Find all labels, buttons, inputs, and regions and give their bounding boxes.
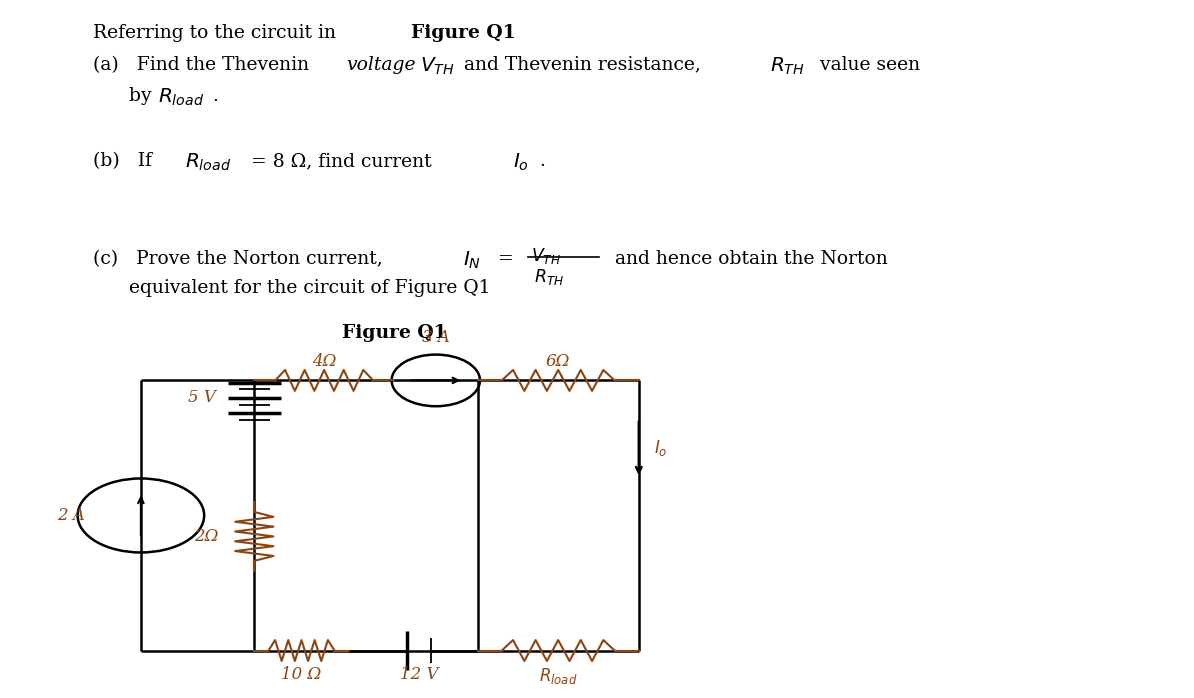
Text: $R_{TH}$: $R_{TH}$ — [534, 267, 564, 288]
Text: and Thevenin resistance,: and Thevenin resistance, — [458, 56, 707, 74]
Text: $R_{load}$: $R_{load}$ — [538, 666, 578, 686]
Text: .: . — [540, 152, 546, 170]
Text: value seen: value seen — [814, 56, 921, 74]
Text: by: by — [129, 87, 158, 105]
Text: (a)   Find the Thevenin: (a) Find the Thevenin — [93, 56, 315, 74]
Text: Referring to the circuit in: Referring to the circuit in — [93, 24, 343, 43]
Text: 6Ω: 6Ω — [546, 353, 571, 370]
Text: $R_{load}$: $R_{load}$ — [185, 152, 232, 174]
Text: $R_{load}$: $R_{load}$ — [158, 87, 204, 108]
Text: =: = — [492, 250, 519, 268]
Text: $I_o$: $I_o$ — [654, 438, 667, 459]
Text: = 8 Ω, find current: = 8 Ω, find current — [245, 152, 437, 170]
Text: equivalent for the circuit of Figure Q1: equivalent for the circuit of Figure Q1 — [129, 279, 491, 297]
Text: and hence obtain the Norton: and hence obtain the Norton — [609, 250, 887, 268]
Text: Figure Q1: Figure Q1 — [341, 324, 447, 342]
Text: 2Ω: 2Ω — [195, 528, 219, 545]
Text: $R_{TH}$: $R_{TH}$ — [770, 56, 805, 77]
Text: 10 Ω: 10 Ω — [282, 666, 321, 683]
Text: (c)   Prove the Norton current,: (c) Prove the Norton current, — [93, 250, 395, 268]
Text: voltage: voltage — [346, 56, 416, 74]
Text: (b)   If: (b) If — [93, 152, 158, 170]
Text: 5 V: 5 V — [189, 389, 216, 406]
Text: 3 A: 3 A — [421, 329, 450, 346]
Text: $V_{TH}$: $V_{TH}$ — [531, 246, 561, 266]
Text: 4Ω: 4Ω — [312, 353, 337, 370]
Text: $I_N$: $I_N$ — [463, 250, 481, 272]
Text: Figure Q1: Figure Q1 — [411, 24, 516, 43]
Text: $I_o$: $I_o$ — [513, 152, 529, 174]
Text: .: . — [213, 87, 219, 105]
Text: $V_{TH}$: $V_{TH}$ — [420, 56, 455, 77]
Text: 2 A: 2 A — [57, 507, 85, 524]
Text: 12 V: 12 V — [400, 666, 438, 683]
